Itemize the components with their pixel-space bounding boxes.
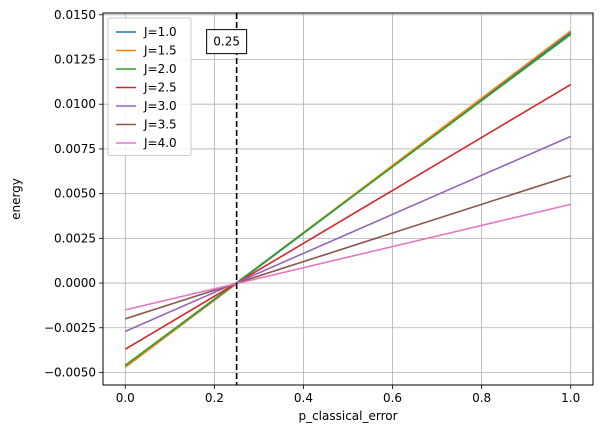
legend-label-2: J=2.0 (143, 62, 177, 76)
series-line-5 (125, 174, 571, 320)
x-axis-label: p_classical_error (298, 409, 397, 423)
y-tick-label-8: 0.0150 (54, 8, 96, 22)
legend-label-0: J=1.0 (143, 25, 177, 39)
threshold-annotation: 0.25 (206, 29, 248, 55)
series-line-6 (125, 203, 571, 311)
y-tick-label-2: 0.0000 (54, 276, 96, 290)
y-tick-label-6: 0.0100 (54, 97, 96, 111)
x-tick-label-1: 0.2 (205, 391, 224, 405)
x-tick-label-3: 0.6 (383, 391, 402, 405)
series-line-3 (124, 83, 572, 350)
x-tick-label-5: 1.0 (561, 391, 580, 405)
y-tick-label-1: −0.0025 (44, 321, 96, 335)
x-tick-label-4: 0.8 (472, 391, 491, 405)
legend: J=1.0 J=1.5 J=2.0 J=2.5 J=3.0 J=3.5 J=4.0 (107, 17, 192, 156)
y-axis-ticks: −0.0050 −0.0025 0.0000 0.0025 0.0050 0.0075 0.… (44, 8, 103, 379)
legend-box (107, 17, 192, 156)
series-line-2 (124, 33, 572, 366)
legend-label-4: J=3.0 (143, 99, 177, 113)
y-tick-label-5: 0.0075 (54, 142, 96, 156)
x-tick-label-2: 0.4 (294, 391, 313, 405)
legend-label-5: J=3.5 (143, 118, 177, 132)
y-tick-label-4: 0.0050 (54, 187, 96, 201)
y-axis-label: energy (9, 178, 23, 220)
legend-label-3: J=2.5 (143, 81, 177, 95)
x-axis-ticks: 0.0 0.2 0.4 0.6 0.8 1.0 (116, 385, 580, 405)
grid-lines (103, 13, 593, 385)
plot-frame (102, 12, 594, 386)
series-line-4 (124, 135, 572, 333)
annotation-text: 0.25 (213, 35, 240, 49)
legend-label-1: J=1.5 (143, 44, 177, 58)
x-tick-label-0: 0.0 (116, 391, 135, 405)
legend-label-6: J=4.0 (143, 136, 177, 150)
y-tick-label-7: 0.0125 (54, 53, 96, 67)
y-tick-label-3: 0.0025 (54, 231, 96, 245)
y-tick-label-0: −0.0050 (44, 365, 96, 379)
series-lines (124, 30, 572, 368)
annotation-box (206, 29, 248, 55)
